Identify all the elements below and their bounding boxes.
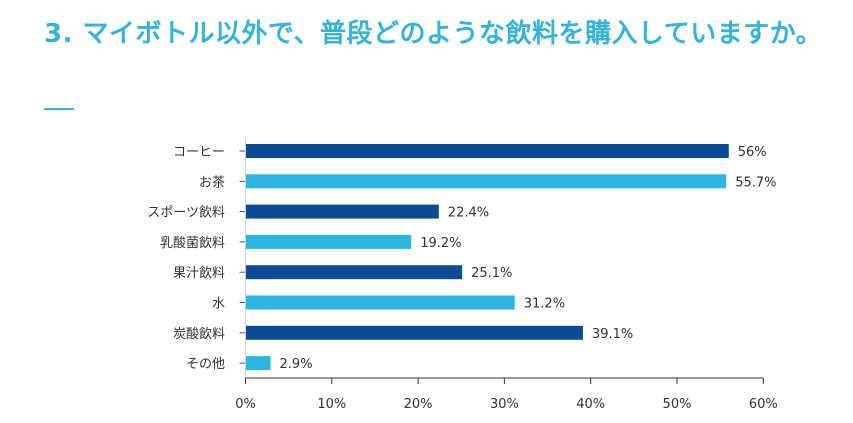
- bar: [245, 325, 583, 340]
- value-label: 25.1%: [471, 266, 512, 281]
- page-title: 3. マイボトル以外で、普段どのような飲料を購入していますか。: [44, 19, 823, 49]
- category-label: 果汁飲料: [173, 265, 225, 281]
- value-label: 31.2%: [524, 297, 565, 312]
- x-tick-label: 50%: [663, 397, 692, 412]
- category-label: 炭酸飲料: [173, 326, 225, 342]
- x-tick-label: 20%: [404, 397, 433, 412]
- category-label: スポーツ飲料: [147, 205, 225, 221]
- bar: [245, 174, 727, 189]
- category-label: 水: [212, 297, 225, 312]
- category-label: コーヒー: [173, 145, 225, 160]
- x-axis: 0% 10% 20% 30% 40% 50% 60%: [235, 138, 778, 412]
- value-label: 55.7%: [735, 175, 776, 190]
- x-tick-label: 60%: [749, 397, 778, 412]
- bars-layer: コーヒー 56% お茶 55.7% スポーツ飲料 22.4% 乳酸菌飲料 19.2% 果汁飲料 2…: [147, 144, 777, 372]
- value-label: 39.1%: [592, 327, 633, 342]
- value-label: 22.4%: [448, 206, 489, 221]
- title-underline: [44, 108, 74, 110]
- value-label: 19.2%: [420, 236, 461, 251]
- category-label: お茶: [199, 174, 225, 190]
- x-tick-label: 40%: [576, 397, 605, 412]
- category-label: 乳酸菌飲料: [160, 235, 225, 251]
- value-label: 56%: [738, 145, 767, 160]
- bar: [245, 295, 515, 310]
- category-label: その他: [186, 357, 225, 372]
- bar: [245, 234, 412, 249]
- x-tick-label: 10%: [317, 397, 346, 412]
- bar: [245, 204, 439, 219]
- value-label: 2.9%: [280, 357, 313, 372]
- x-tick-label: 30%: [490, 397, 519, 412]
- bar: [245, 144, 729, 158]
- bar: [245, 265, 463, 280]
- bar: [245, 356, 271, 371]
- x-tick-label: 0%: [235, 397, 256, 412]
